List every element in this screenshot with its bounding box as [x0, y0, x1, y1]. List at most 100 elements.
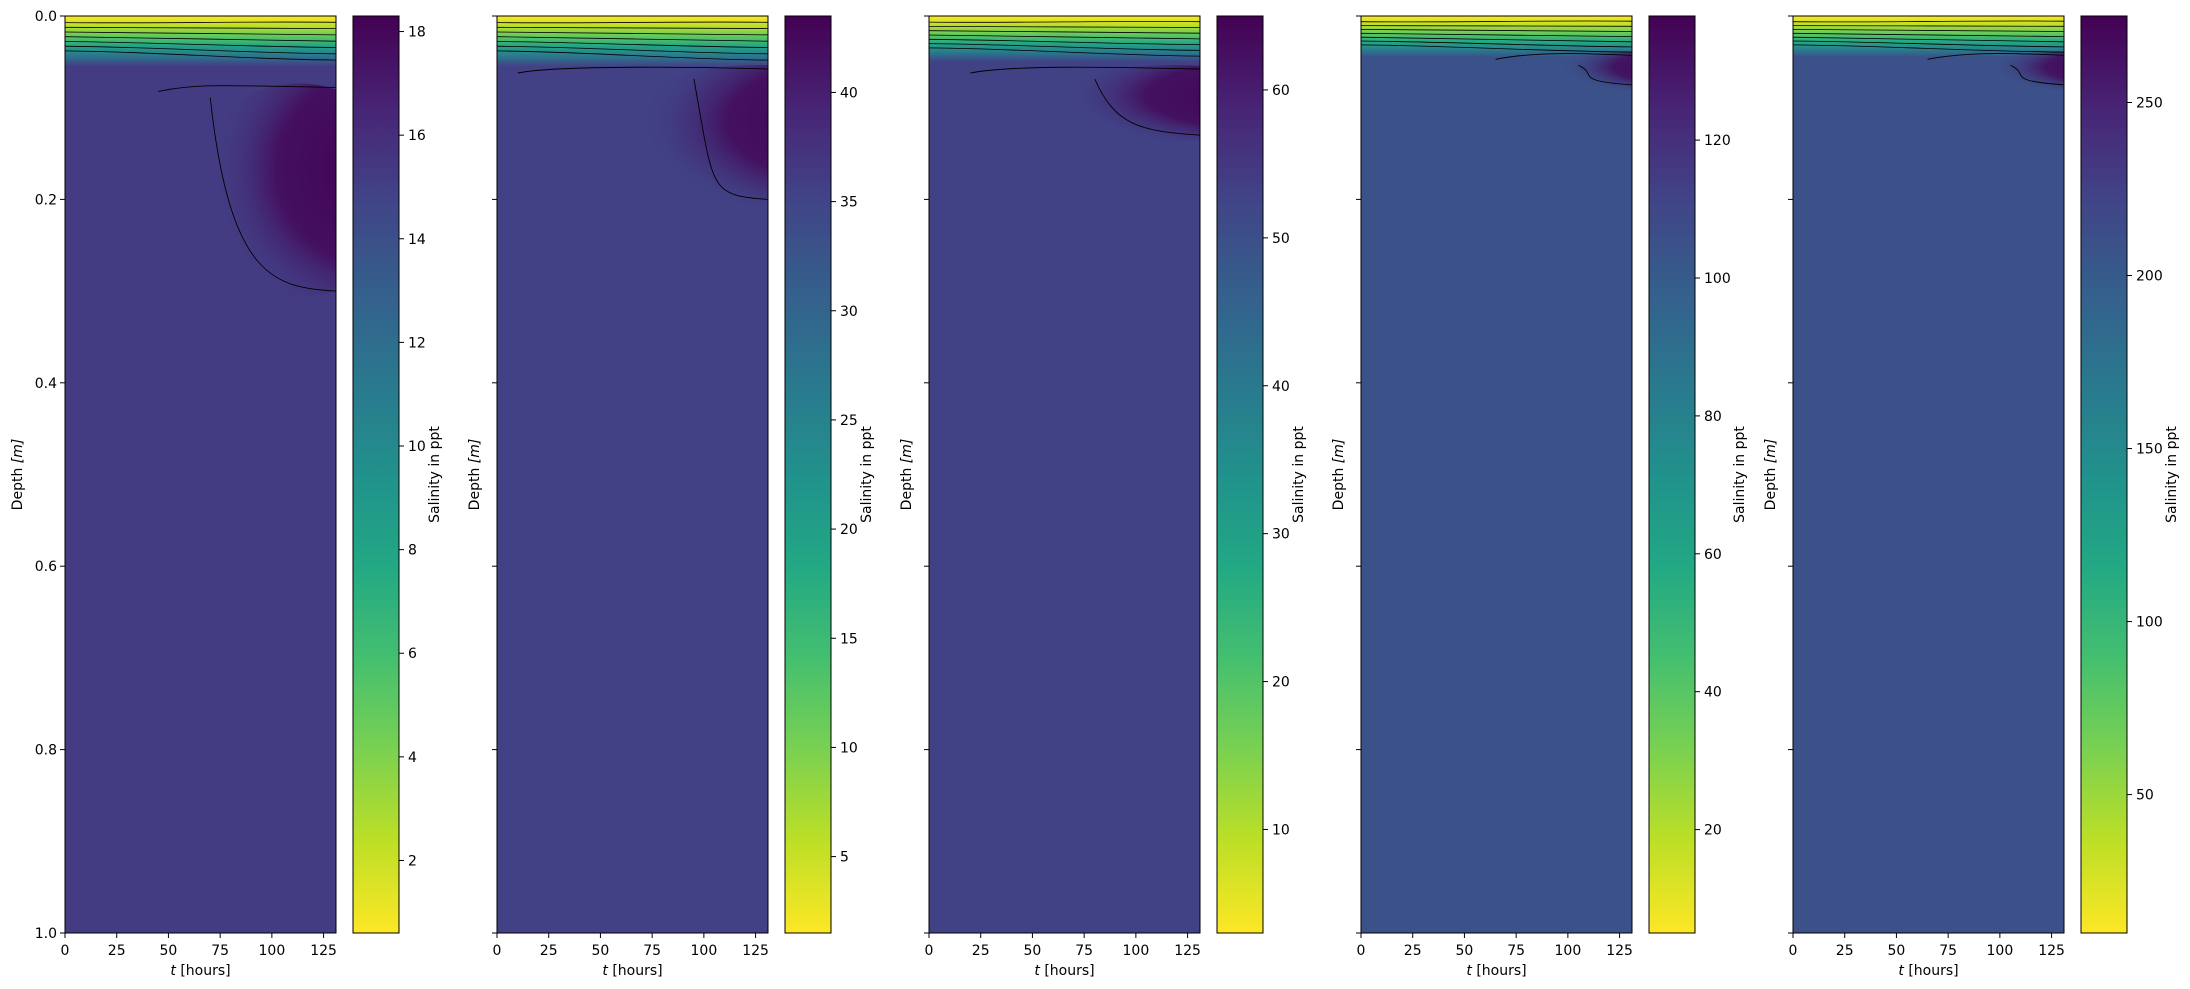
heatmap-field: [65, 16, 336, 933]
x-axis-label: t [hours]: [170, 963, 230, 979]
colorbar-tick-label: 18: [408, 25, 426, 41]
x-tick-label: 125: [2038, 943, 2065, 959]
surface-contour: [1793, 32, 2064, 37]
salinity-background: [1793, 16, 2064, 933]
colorbar: [2080, 15, 2128, 934]
x-tick-label: 0: [1789, 943, 1798, 959]
colorbar-tick-label: 250: [2136, 96, 2163, 112]
axes-frame: [64, 15, 337, 934]
surface-contour: [929, 43, 1200, 51]
x-tick-label: 75: [643, 943, 661, 959]
surface-contour: [65, 50, 336, 61]
x-tick-label: 25: [1836, 943, 1854, 959]
colorbar-tick-label: 120: [1704, 133, 1731, 149]
surface-contour: [1793, 44, 2064, 53]
surface-contour: [1361, 40, 1632, 48]
surface-contour: [497, 41, 768, 48]
colorbar-tick-label: 30: [840, 304, 858, 320]
colorbar-tick-label: 100: [1704, 271, 1731, 287]
y-axis-label: Depth [m]: [899, 439, 915, 511]
colorbar-tick-label: 4: [408, 750, 417, 766]
y-tick-label: 1.0: [35, 926, 57, 942]
surface-contour: [497, 50, 768, 61]
colorbar-tick-label: 200: [2136, 269, 2163, 285]
colorbar-tick-label: 10: [1272, 822, 1290, 838]
surface-contour: [65, 36, 336, 42]
x-tick-label: 75: [1507, 943, 1525, 959]
colorbar-tick-label: 25: [840, 413, 858, 429]
colorbar: [784, 15, 832, 934]
x-axis-label: t [hours]: [1034, 963, 1094, 979]
x-tick-label: 100: [1123, 943, 1150, 959]
colorbar-tick-label: 60: [1272, 83, 1290, 99]
hypersaline-region: [1974, 51, 2064, 91]
x-tick-label: 75: [1939, 943, 1957, 959]
colorbar-tick-label: 12: [408, 335, 426, 351]
interior-contour: [158, 85, 336, 292]
colorbar-tick-label: 50: [1272, 231, 1290, 247]
x-tick-label: 25: [1404, 943, 1422, 959]
surface-contour: [1793, 36, 2064, 43]
colorbar-label: Salinity in ppt: [1291, 426, 1307, 523]
colorbar-tick-label: 40: [1704, 685, 1722, 701]
x-tick-label: 50: [160, 943, 178, 959]
x-tick-label: 100: [1555, 943, 1582, 959]
colorbar-tick-label: 50: [2136, 788, 2154, 804]
x-tick-label: 0: [61, 943, 70, 959]
x-tick-label: 0: [1357, 943, 1366, 959]
x-tick-label: 125: [742, 943, 769, 959]
x-tick-label: 100: [691, 943, 718, 959]
x-axis-label: t [hours]: [1898, 963, 1958, 979]
x-tick-label: 25: [108, 943, 126, 959]
x-tick-label: 75: [211, 943, 229, 959]
colorbar: [1648, 15, 1696, 934]
heatmap-field: [1793, 16, 2064, 933]
colorbar-tick-label: 2: [408, 853, 417, 869]
x-tick-label: 0: [925, 943, 934, 959]
y-axis-label: Depth [m]: [1331, 439, 1347, 511]
x-axis-label: t [hours]: [1466, 963, 1526, 979]
y-tick-label: 0.8: [35, 743, 57, 759]
surface-contour: [65, 41, 336, 48]
interior-contour: [517, 66, 768, 200]
colorbar-label: Salinity in ppt: [1732, 426, 1748, 523]
surface-contour: [497, 36, 768, 42]
colorbar-tick-label: 80: [1704, 409, 1722, 425]
surface-contour: [1361, 25, 1632, 27]
x-tick-label: 75: [1075, 943, 1093, 959]
surface-contour: [1793, 20, 2064, 23]
hypersaline-region: [189, 83, 336, 298]
colorbar-tick-label: 100: [2136, 615, 2163, 631]
colorbar-tick-label: 40: [1272, 379, 1290, 395]
y-axis-label: Depth [m]: [1763, 439, 1779, 511]
surface-contour: [1793, 29, 2064, 32]
panel-2: 0 25 50 75 100 125 t [hours] Depth [m] 5 10 15 20 25…: [467, 15, 875, 979]
salinity-background: [929, 16, 1200, 933]
colorbar: [1216, 15, 1264, 934]
hypersaline-region: [610, 65, 768, 206]
x-tick-label: 25: [540, 943, 558, 959]
heatmap-field: [497, 16, 768, 933]
interior-contour: [1495, 53, 1632, 86]
x-axis-label: t [hours]: [602, 963, 662, 979]
surface-contour: [1361, 20, 1632, 23]
surface-contour: [65, 21, 336, 24]
y-axis-label: Depth [m]: [10, 439, 26, 511]
y-tick-label: 0.2: [35, 192, 57, 208]
colorbar: [352, 15, 400, 934]
axes-frame: [1792, 15, 2065, 934]
surface-contour: [929, 38, 1200, 46]
surface-contour: [1361, 44, 1632, 53]
x-tick-label: 100: [259, 943, 286, 959]
x-tick-label: 25: [972, 943, 990, 959]
heatmap-field: [1361, 16, 1632, 933]
x-tick-label: 125: [310, 943, 337, 959]
y-tick-label: 0.4: [35, 376, 57, 392]
colorbar-tick-label: 6: [408, 646, 417, 662]
surface-contour: [929, 26, 1200, 28]
y-tick-label: 0.0: [35, 9, 57, 25]
surface-contour: [1793, 25, 2064, 27]
surface-contour: [1361, 29, 1632, 32]
colorbar-tick-label: 16: [408, 128, 426, 144]
